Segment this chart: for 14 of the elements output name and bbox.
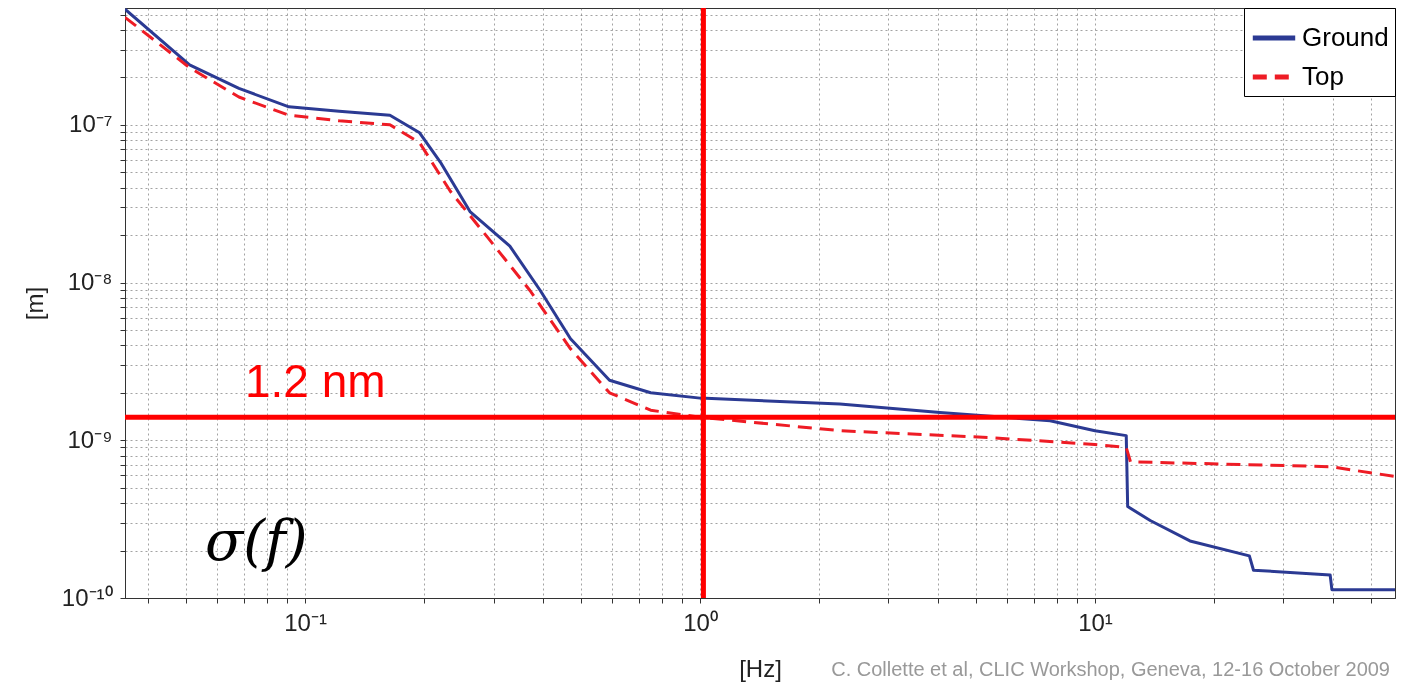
legend-label: Top [1302,61,1344,91]
annotation: σ(f) [205,508,308,573]
y-tick-label: 10⁻¹⁰ [61,583,113,611]
x-tick-label: 10⁻¹ [284,608,327,636]
y-tick-label: 10⁻⁷ [69,110,113,138]
x-axis-title: [Hz] [739,654,782,682]
y-tick-label: 10⁻⁸ [67,268,113,296]
text: C. Collette et al, CLIC Workshop, Geneva, 12-16 October 2009 [831,658,1390,680]
y-tick-label: 10⁻⁹ [67,425,113,453]
x-tick-label: 10¹ [1078,608,1113,636]
ref-line-label: 1.2 nm [245,355,386,408]
legend-label: Ground [1302,22,1389,52]
y-axis-title: [m] [20,286,48,321]
x-tick-label: 10⁰ [683,608,718,636]
